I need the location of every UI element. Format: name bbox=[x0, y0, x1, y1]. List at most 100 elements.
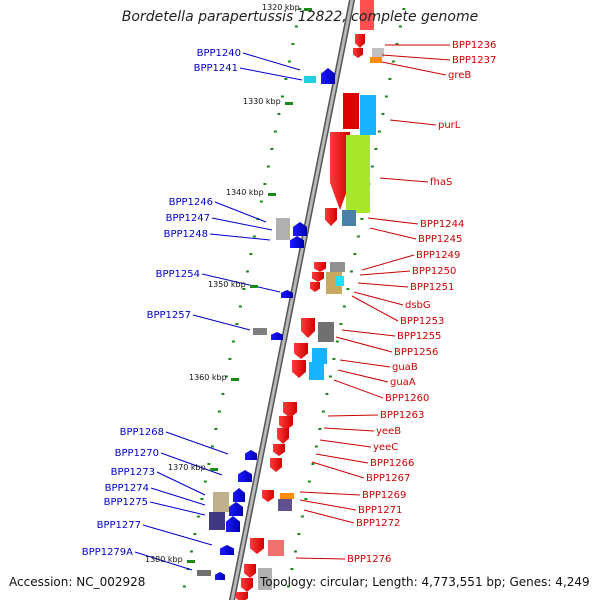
tick-mark bbox=[314, 445, 318, 448]
gene-features bbox=[197, 0, 384, 600]
tick-mark bbox=[196, 515, 200, 518]
tick-mark bbox=[307, 480, 311, 483]
tick-mark bbox=[238, 305, 242, 308]
gene-BPP1263 bbox=[283, 402, 297, 418]
leader-line bbox=[361, 254, 415, 271]
tick-mark bbox=[311, 463, 315, 465]
tick-mark bbox=[266, 165, 270, 168]
leader-line bbox=[323, 427, 375, 432]
leader-line bbox=[149, 501, 206, 516]
leader-line bbox=[192, 314, 251, 331]
label-BPP1248: BPP1248 bbox=[164, 229, 208, 240]
tick-mark bbox=[193, 533, 197, 535]
gene-BPP1247 bbox=[293, 222, 307, 236]
gene-yeeC bbox=[277, 428, 289, 444]
gene-BPP1249 bbox=[314, 262, 326, 272]
leader-line bbox=[242, 52, 301, 71]
leader-line bbox=[381, 54, 451, 61]
tick-mark bbox=[388, 78, 392, 80]
label-BPP1245: BPP1245 bbox=[418, 234, 462, 245]
topology-text: Topology: circular; Length: 4,773,551 bp… bbox=[260, 575, 590, 589]
label-BPP1249: BPP1249 bbox=[416, 250, 460, 261]
leader-line bbox=[353, 291, 404, 306]
gene-BPP1269 bbox=[262, 490, 274, 502]
tick-mark bbox=[231, 340, 235, 343]
tick-mark bbox=[263, 183, 267, 185]
label-dsbG: dsbG bbox=[405, 300, 431, 311]
tick-mark bbox=[217, 410, 221, 413]
gene-BPP1274 bbox=[233, 488, 245, 502]
leader-line bbox=[156, 471, 206, 496]
label-BPP1257: BPP1257 bbox=[147, 310, 191, 321]
tick-mark bbox=[297, 533, 301, 535]
leader-line bbox=[359, 270, 411, 276]
tick-mark bbox=[395, 43, 399, 45]
gene-BPP1266 bbox=[273, 444, 285, 456]
gene-box bbox=[312, 348, 327, 364]
leader-line bbox=[333, 379, 384, 399]
label-BPP1277: BPP1277 bbox=[97, 520, 141, 531]
tick-mark bbox=[291, 43, 295, 45]
gene-BPP1248 bbox=[290, 236, 304, 248]
backbone-line bbox=[230, 0, 354, 600]
leader-line bbox=[381, 61, 447, 76]
tick-mark bbox=[210, 445, 214, 448]
tick-mark bbox=[402, 8, 406, 10]
kbp-tick bbox=[210, 468, 218, 471]
tick-mark bbox=[235, 323, 239, 325]
gene-BPP1279A bbox=[197, 570, 211, 576]
label-BPP1260: BPP1260 bbox=[385, 393, 429, 404]
leader-line bbox=[351, 295, 399, 322]
tick-mark bbox=[277, 113, 281, 115]
leader-line bbox=[369, 227, 417, 240]
gene-BPP1245 bbox=[325, 208, 337, 226]
gene-box bbox=[280, 493, 294, 499]
label-leader-lines bbox=[134, 44, 451, 571]
leader-line bbox=[303, 509, 355, 524]
tick-mark bbox=[245, 270, 249, 273]
tick-mark bbox=[346, 288, 350, 290]
tick-mark bbox=[335, 340, 339, 343]
gene-box bbox=[258, 568, 272, 590]
tick-mark bbox=[252, 235, 256, 238]
gene-box bbox=[209, 512, 225, 530]
tick-mark bbox=[381, 113, 385, 115]
tick-mark bbox=[280, 95, 284, 98]
position-ticks bbox=[182, 8, 406, 588]
tick-mark bbox=[374, 148, 378, 150]
leader-line bbox=[339, 359, 391, 368]
tick-mark bbox=[339, 323, 343, 325]
tick-mark bbox=[294, 25, 298, 28]
gene-box bbox=[226, 516, 240, 532]
kbp-marker: 1380 kbp bbox=[145, 555, 183, 564]
kbp-tick bbox=[268, 193, 276, 196]
gene-BPP1250 bbox=[312, 272, 324, 282]
tick-mark bbox=[332, 358, 336, 360]
leader-line bbox=[211, 217, 273, 231]
tick-mark bbox=[321, 410, 325, 413]
label-purL: purL bbox=[438, 120, 461, 131]
label-BPP1244: BPP1244 bbox=[420, 219, 464, 230]
kbp-tick bbox=[250, 285, 258, 288]
label-BPP1268: BPP1268 bbox=[120, 427, 164, 438]
kbp-marker: 1330 kbp bbox=[243, 97, 281, 106]
label-greB: greB bbox=[448, 70, 471, 81]
leader-line bbox=[315, 453, 369, 464]
leader-line bbox=[335, 336, 393, 353]
kbp-tick bbox=[187, 560, 195, 563]
gene-box bbox=[336, 276, 344, 286]
leader-line bbox=[295, 557, 346, 560]
leader-line bbox=[239, 67, 303, 81]
label-BPP1273: BPP1273 bbox=[111, 467, 155, 478]
gene-guaA bbox=[292, 360, 306, 378]
tick-mark bbox=[398, 25, 402, 28]
tick-mark bbox=[284, 78, 288, 80]
tick-mark bbox=[228, 358, 232, 360]
gene-BPP1257 bbox=[253, 328, 267, 335]
tick-mark bbox=[304, 498, 308, 500]
kbp-marker: 1340 kbp bbox=[226, 188, 264, 197]
gene-BPP1276 bbox=[250, 538, 264, 554]
kbp-marker: 1350 kbp bbox=[208, 280, 246, 289]
label-BPP1251: BPP1251 bbox=[410, 282, 454, 293]
